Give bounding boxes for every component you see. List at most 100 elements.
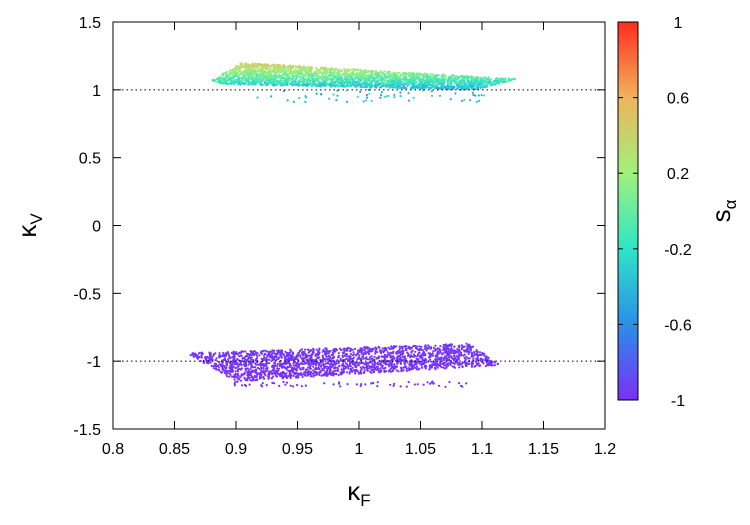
scatter-point	[260, 384, 263, 387]
scatter-point	[274, 374, 277, 377]
scatter-point	[340, 348, 343, 352]
scatter-point	[261, 79, 264, 82]
scatter-point	[385, 349, 388, 352]
scatter-point	[343, 354, 346, 357]
scatter-point	[334, 369, 337, 372]
scatter-point	[362, 357, 365, 360]
scatter-point	[210, 356, 214, 359]
scatter-point	[232, 361, 235, 364]
scatter-point	[382, 367, 385, 370]
scatter-point	[443, 78, 446, 81]
scatter-point	[360, 70, 363, 73]
scatter-point	[489, 362, 492, 365]
scatter-point	[437, 78, 440, 81]
scatter-point	[388, 74, 391, 77]
scatter-point	[239, 379, 243, 382]
scatter-point	[348, 84, 351, 87]
scatter-point	[421, 87, 424, 90]
scatter-point	[442, 357, 446, 360]
scatter-point	[450, 351, 453, 355]
scatter-point	[404, 80, 408, 83]
scatter-point	[380, 359, 383, 362]
scatter-point	[426, 73, 429, 76]
scatter-point	[374, 368, 378, 371]
scatter-point	[320, 93, 323, 96]
scatter-point	[365, 81, 368, 84]
scatter-point	[385, 83, 388, 86]
scatter-point	[356, 68, 360, 71]
scatter-point	[421, 73, 425, 76]
scatter-point	[372, 80, 375, 83]
scatter-point	[287, 362, 290, 365]
scatter-point	[380, 361, 383, 364]
scatter-point	[304, 384, 307, 387]
scatter-point	[381, 83, 384, 86]
scatter-point	[380, 370, 383, 373]
scatter-point	[242, 363, 245, 366]
scatter-point	[490, 78, 493, 81]
scatter-point	[443, 351, 447, 354]
scatter-point	[249, 356, 252, 360]
scatter-point	[319, 358, 322, 362]
scatter-point	[317, 352, 321, 356]
scatter-point	[476, 351, 479, 354]
scatter-point	[265, 370, 268, 373]
scatter-point	[421, 366, 424, 369]
scatter-point	[285, 355, 288, 358]
scatter-point	[319, 71, 322, 74]
scatter-point	[250, 64, 253, 67]
scatter-point	[438, 77, 441, 80]
scatter-point	[229, 373, 232, 376]
scatter-point	[419, 77, 422, 80]
scatter-point	[306, 354, 309, 357]
scatter-point	[458, 366, 461, 369]
scatter-point	[240, 367, 243, 370]
scatter-point	[351, 370, 354, 373]
scatter-point	[273, 355, 276, 358]
scatter-point	[387, 363, 390, 366]
scatter-point	[253, 374, 256, 378]
scatter-point	[491, 83, 494, 86]
scatter-point	[483, 94, 486, 97]
scatter-point	[364, 85, 367, 88]
scatter-point	[266, 78, 269, 81]
scatter-point	[259, 79, 262, 82]
scatter-point	[234, 78, 237, 81]
scatter-point	[312, 362, 315, 365]
scatter-point	[236, 368, 239, 371]
scatter-point	[286, 352, 290, 355]
scatter-point	[267, 374, 271, 378]
scatter-point	[389, 367, 392, 370]
scatter-point	[448, 75, 452, 78]
scatter-point	[280, 349, 284, 352]
scatter-point	[269, 79, 272, 82]
scatter-point	[332, 383, 335, 386]
scatter-point	[360, 383, 363, 386]
scatter-point	[359, 384, 362, 388]
scatter-point	[357, 356, 360, 359]
scatter-point	[309, 358, 313, 362]
scatter-point	[260, 72, 263, 75]
x-tick-label: 1.15	[528, 441, 559, 458]
y-tick-label: -0.5	[73, 286, 101, 303]
scatter-point	[463, 353, 466, 356]
scatter-point	[349, 355, 352, 358]
scatter-point	[385, 79, 389, 82]
scatter-point	[333, 355, 336, 358]
scatter-point	[296, 80, 300, 83]
scatter-point	[291, 80, 294, 83]
scatter-point	[381, 347, 384, 350]
scatter-point	[331, 79, 334, 82]
scatter-point	[329, 72, 332, 75]
scatter-point	[292, 374, 295, 377]
scatter-point	[439, 349, 442, 352]
scatter-point	[235, 351, 238, 354]
scatter-point	[463, 349, 466, 352]
scatter-point	[365, 361, 369, 364]
scatter-point	[441, 73, 444, 76]
scatter-point	[300, 348, 303, 351]
scatter-point	[446, 364, 449, 367]
scatter-point	[423, 79, 426, 82]
scatter-point	[470, 355, 473, 358]
scatter-point	[199, 359, 202, 363]
